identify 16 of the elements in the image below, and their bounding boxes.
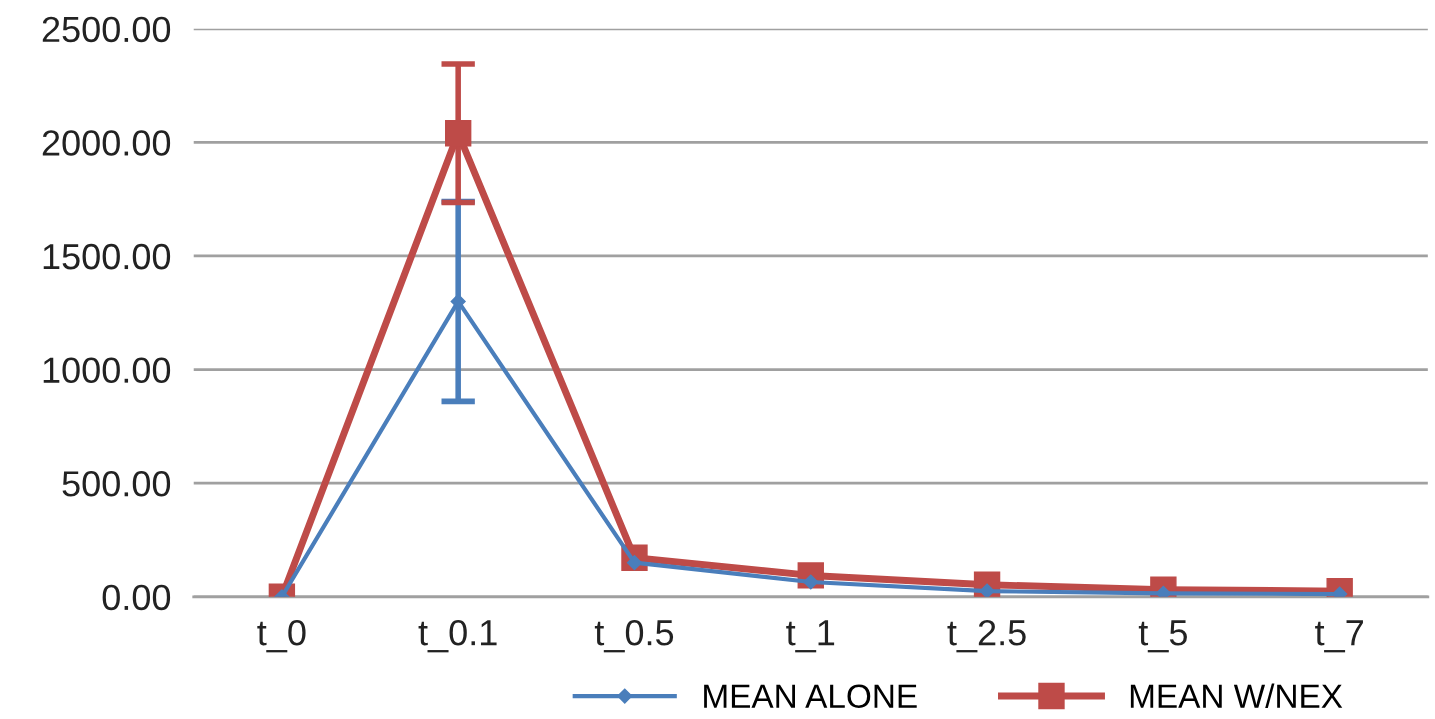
x-tick-label: t_0 <box>257 619 306 653</box>
legend-label: MEAN ALONE <box>704 684 917 709</box>
point <box>444 120 472 147</box>
x-tick-label: t_0.5 <box>594 619 674 653</box>
x-tick-label: t_7 <box>1315 620 1363 653</box>
y-tick-label: 2500.00 <box>42 16 171 43</box>
y-tick-label: 0.00 <box>102 584 171 611</box>
y-tick-label: 2000.00 <box>42 130 171 156</box>
x-tick-label: t_2.5 <box>947 619 1026 653</box>
y-tick-label: 1500.00 <box>43 243 171 270</box>
x-tick-label: t_5 <box>1138 620 1187 653</box>
x-tick-label: t_0.1 <box>418 619 497 653</box>
y-tick-label: 500.00 <box>62 471 171 497</box>
legend-label: MEAN W/NEX <box>1130 683 1343 709</box>
x-tick-label: t_1 <box>786 620 835 653</box>
y-tick-label: 1000.00 <box>43 357 171 384</box>
